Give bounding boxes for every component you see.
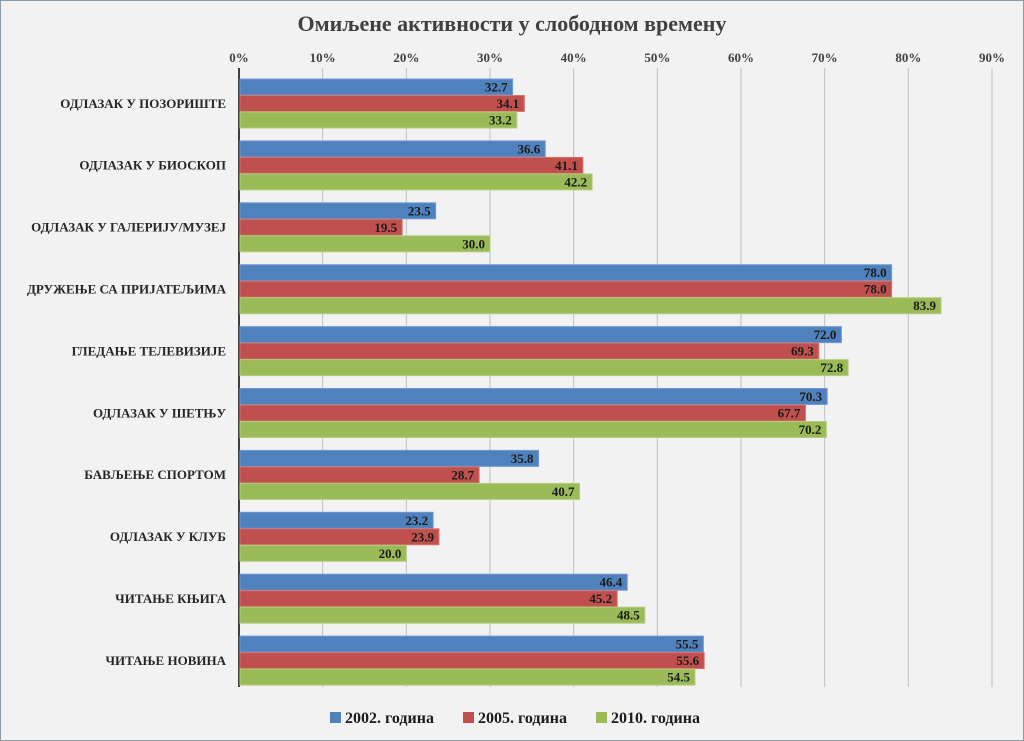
bar-1 xyxy=(239,140,546,158)
data-label: 72.8 xyxy=(820,360,843,375)
category-label: БАВЉЕЊЕ СПОРТОМ xyxy=(84,467,226,482)
data-label: 20.0 xyxy=(379,546,402,561)
bar-1 xyxy=(239,449,540,467)
bar-3 xyxy=(239,173,593,191)
bar-1 xyxy=(239,388,828,405)
bar-1 xyxy=(239,202,437,220)
data-label: 42.2 xyxy=(564,174,587,189)
data-label: 35.8 xyxy=(511,451,534,466)
bar-3 xyxy=(239,606,646,624)
data-label: 70.2 xyxy=(799,422,822,437)
legend-swatch xyxy=(463,712,474,723)
data-label: 48.5 xyxy=(617,608,640,623)
data-label: 69.3 xyxy=(791,344,814,359)
data-label: 36.6 xyxy=(517,141,540,156)
x-tick-label: 60% xyxy=(728,50,754,65)
bar-1 xyxy=(239,635,704,653)
legend-label: 2010. година xyxy=(611,710,700,727)
bar-1 xyxy=(239,78,514,96)
data-label: 54.5 xyxy=(667,670,690,685)
bar-3 xyxy=(239,482,581,500)
bar-1 xyxy=(239,326,842,344)
data-label: 45.2 xyxy=(589,591,612,606)
bar-2 xyxy=(239,404,806,422)
bar-2 xyxy=(239,590,618,608)
data-label: 34.1 xyxy=(497,96,520,111)
data-label: 78.0 xyxy=(864,282,887,297)
data-label: 40.7 xyxy=(552,484,575,499)
category-label: ОДЛАЗАК У ГАЛЕРИЈУ/МУЗЕЈ xyxy=(31,220,226,235)
bar-3 xyxy=(239,297,942,315)
data-label: 23.5 xyxy=(408,203,431,218)
data-label: 72.0 xyxy=(814,327,837,342)
bar-1 xyxy=(239,511,434,529)
bar-2 xyxy=(239,652,705,670)
legend-swatch xyxy=(330,712,341,723)
x-tick-label: 50% xyxy=(644,50,670,65)
x-tick-label: 30% xyxy=(477,50,503,65)
x-tick-label: 90% xyxy=(979,50,1005,65)
x-tick-label: 40% xyxy=(561,50,587,65)
bar-1 xyxy=(239,573,628,591)
category-label: ОДЛАЗАК У ШЕТЊУ xyxy=(93,405,227,420)
bar-3 xyxy=(239,421,827,438)
category-label: ОДЛАЗАК У БИОСКОП xyxy=(79,158,226,173)
legend-swatch xyxy=(596,712,607,723)
bar-3 xyxy=(239,668,696,686)
x-tick-label: 0% xyxy=(229,50,249,65)
data-label: 28.7 xyxy=(451,467,474,482)
category-label: ЧИТАЊЕ НОВИНА xyxy=(105,653,226,668)
bar-2 xyxy=(239,466,480,484)
x-tick-label: 10% xyxy=(310,50,336,65)
chart-title: Омиљене активности у слободном времену xyxy=(298,11,727,36)
category-label: ОДЛАЗАК У КЛУБ xyxy=(110,529,226,544)
x-tick-label: 20% xyxy=(393,50,419,65)
data-label: 32.7 xyxy=(485,80,508,95)
data-label: 83.9 xyxy=(913,298,936,313)
legend-label: 2002. година xyxy=(345,710,434,727)
bar-2 xyxy=(239,280,893,298)
data-label: 41.1 xyxy=(555,158,578,173)
bar-2 xyxy=(239,528,440,546)
category-label: ГЛЕДАЊЕ ТЕЛЕВИЗИЈЕ xyxy=(72,343,226,358)
data-label: 70.3 xyxy=(799,389,822,404)
data-label: 33.2 xyxy=(489,113,512,128)
data-label: 55.5 xyxy=(676,637,699,652)
bar-2 xyxy=(239,156,584,174)
data-label: 23.2 xyxy=(405,513,428,528)
bar-2 xyxy=(239,342,820,360)
x-tick-label: 70% xyxy=(812,50,838,65)
bar-3 xyxy=(239,235,491,253)
data-label: 67.7 xyxy=(778,406,801,421)
bar-3 xyxy=(239,359,849,377)
category-label: ДРУЖЕЊЕ СА ПРИЈАТЕЉИМА xyxy=(27,281,227,296)
chart-legend: 2002. година 2005. година 2010. година xyxy=(330,710,700,727)
data-label: 46.4 xyxy=(599,575,622,590)
bar-1 xyxy=(239,264,893,282)
bar-3 xyxy=(239,544,407,562)
data-label: 19.5 xyxy=(374,220,397,235)
bar-2 xyxy=(239,95,525,112)
legend-label: 2005. година xyxy=(478,710,567,727)
data-label: 30.0 xyxy=(462,236,485,251)
category-label: ЧИТАЊЕ КЊИГА xyxy=(115,591,226,606)
data-label: 78.0 xyxy=(864,265,887,280)
category-label: ОДЛАЗАК У ПОЗОРИШТЕ xyxy=(60,96,226,111)
data-label: 23.9 xyxy=(411,529,434,544)
bar-3 xyxy=(239,111,518,129)
x-tick-label: 80% xyxy=(895,50,921,65)
data-label: 55.6 xyxy=(676,653,699,668)
